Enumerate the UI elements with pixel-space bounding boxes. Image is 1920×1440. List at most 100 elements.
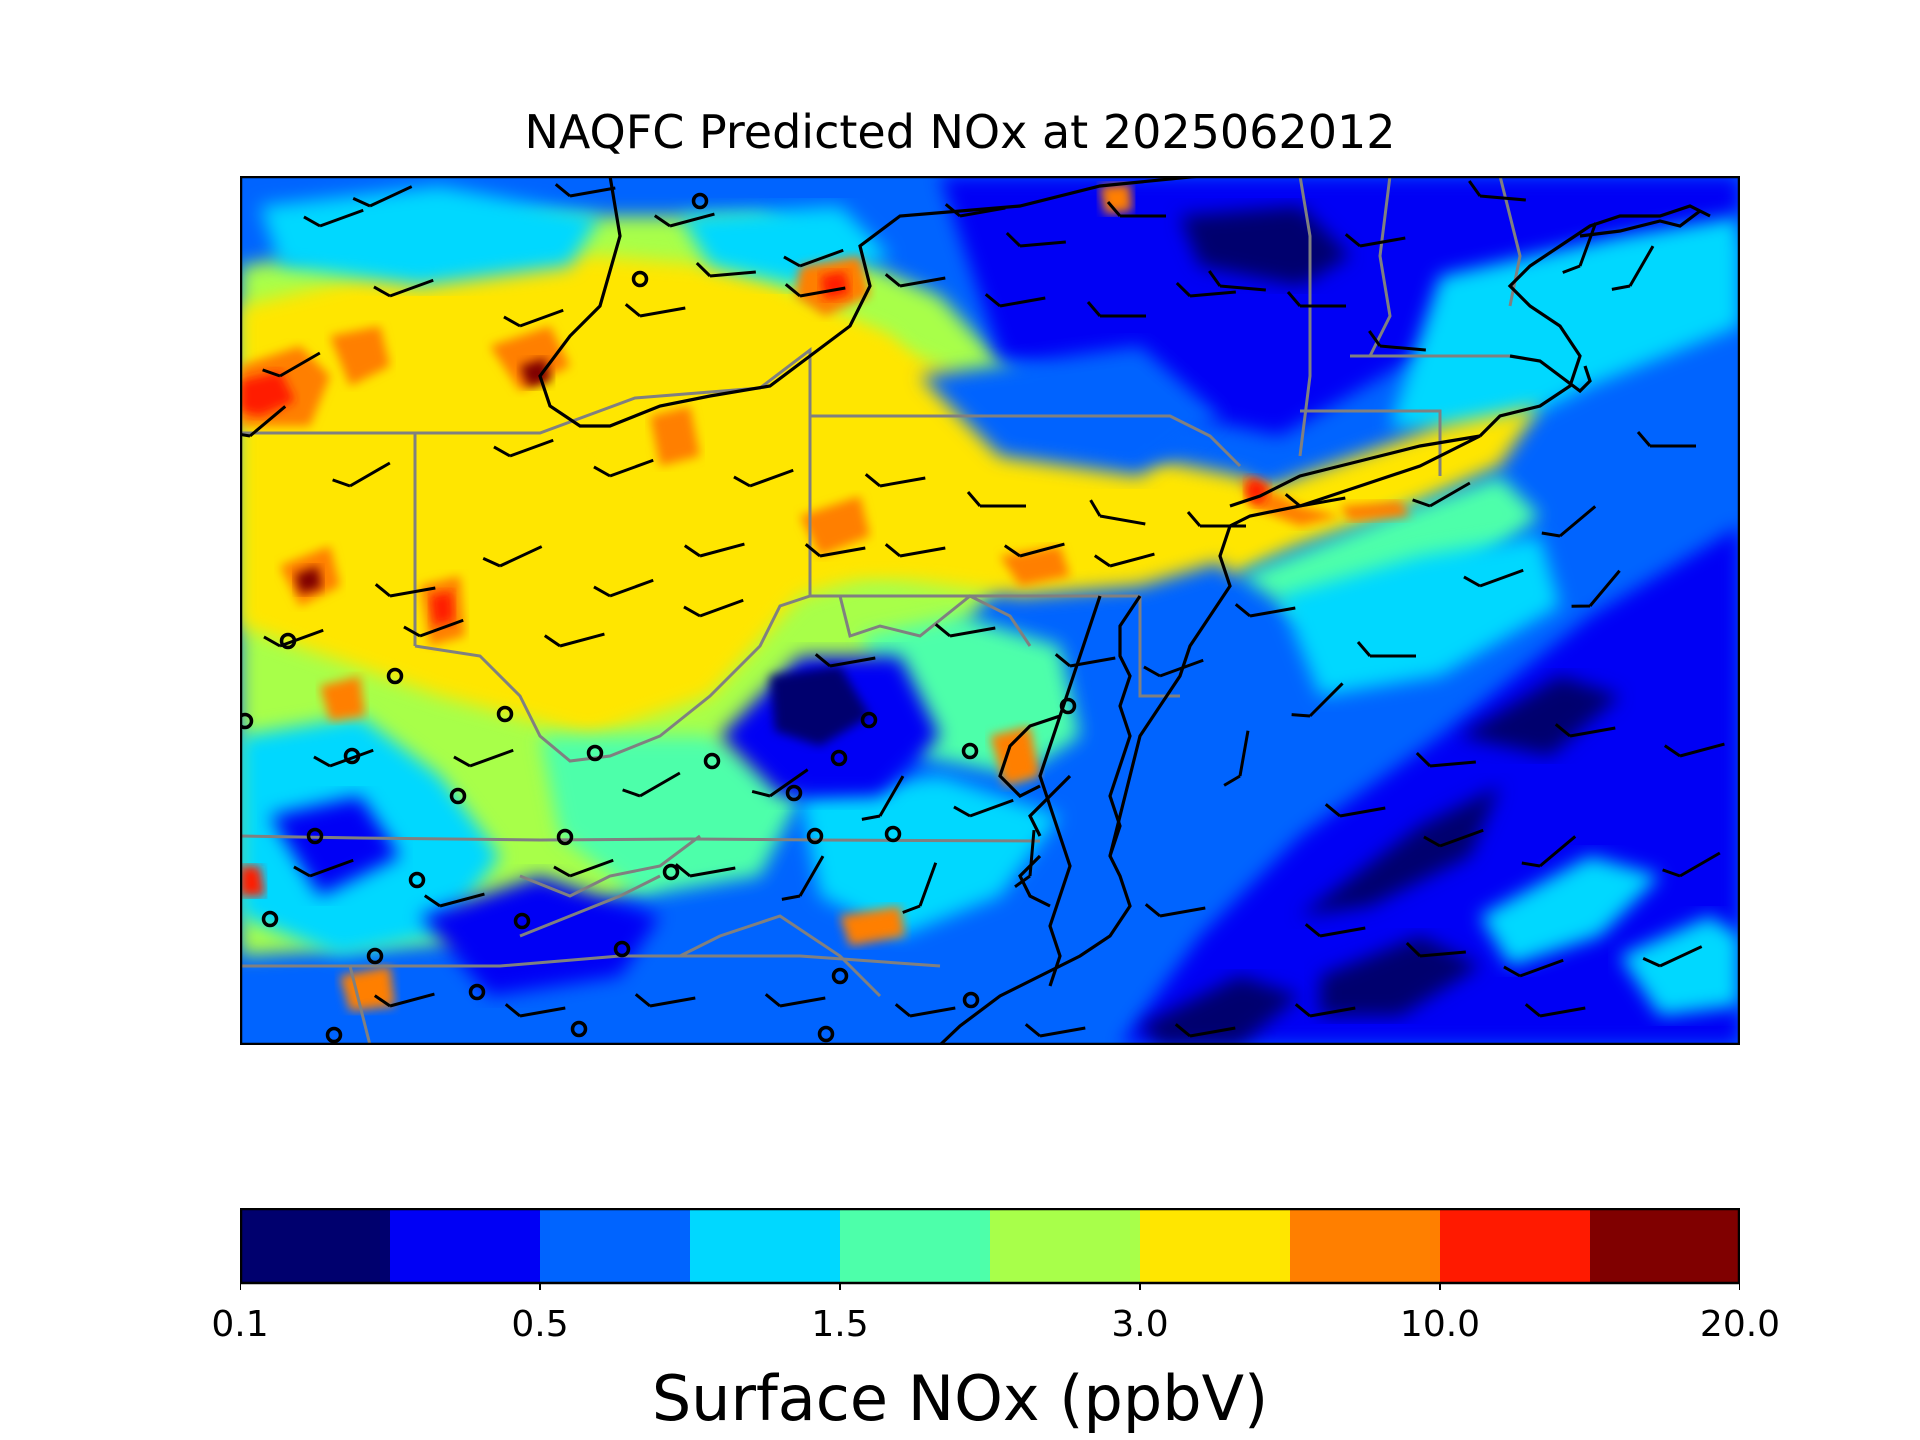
wind-barb (1463, 568, 1524, 588)
wind-barb (764, 993, 826, 1008)
monitor-site-marker (961, 742, 979, 760)
wind-barb (1642, 945, 1703, 968)
wind-barb (423, 892, 485, 908)
monitor-site-marker (806, 827, 824, 845)
state-boundaries (240, 176, 1522, 1045)
colorbar-tick-label: 20.0 (1699, 1304, 1781, 1345)
colorbar-label: Surface NOx (ppbV) (651, 1362, 1269, 1435)
wind-barb (622, 771, 681, 798)
wind-barb (1003, 542, 1065, 558)
wind-barb (1468, 180, 1526, 202)
monitor-site-marker (817, 1025, 835, 1043)
wind-barb (1662, 851, 1721, 878)
wind-barb (674, 863, 736, 878)
monitor-site-marker (343, 747, 361, 765)
wind-barb (934, 623, 996, 638)
wind-barb (902, 862, 938, 914)
chart-title: NAQFC Predicted NOx at 2025062012 (524, 105, 1396, 159)
wind-barb (733, 468, 794, 488)
wind-barb (1024, 1023, 1086, 1038)
wind-barb (1014, 830, 1036, 888)
wind-barb (553, 858, 614, 878)
wind-barb (751, 768, 809, 798)
monitor-site-marker (468, 983, 486, 1001)
wind-barb (262, 351, 321, 378)
wind-barb (1415, 752, 1476, 768)
wind-barb (783, 248, 844, 268)
monitor-site-marker (962, 991, 980, 1009)
wind-barb (1304, 923, 1366, 938)
monitor-site-marker (662, 863, 680, 881)
colorbar-cell (990, 1208, 1141, 1284)
wind-barb (634, 993, 696, 1008)
wind-barb (1423, 828, 1484, 848)
wind-barb (1291, 682, 1344, 718)
wind-barb (624, 303, 686, 318)
colorbar-cell (390, 1208, 541, 1284)
wind-barb (1284, 493, 1346, 508)
wind-barb (1005, 232, 1066, 248)
wind-barb (1405, 942, 1466, 958)
colorbar-tick-label: 0.1 (211, 1304, 269, 1345)
wind-barb (1562, 222, 1598, 274)
wind-barb (1541, 505, 1597, 538)
colorbar-cell (840, 1208, 991, 1284)
monitor-site-marker (785, 784, 803, 802)
wind-barb (332, 461, 391, 488)
wind-barb (781, 855, 825, 901)
monitor-site-marker (408, 871, 426, 889)
colorbar-cells (240, 1208, 1740, 1284)
wind-barb (1208, 270, 1266, 292)
monitor-site-marker (556, 828, 574, 846)
wind-barb (263, 628, 324, 648)
wind-barb (352, 185, 413, 208)
wind-barb (543, 632, 605, 648)
wind-barb (453, 748, 514, 768)
colorbar-cell (1440, 1208, 1591, 1284)
wind-barb (482, 545, 543, 568)
wind-barb (953, 798, 1014, 818)
monitor-site-marker (449, 787, 467, 805)
wind-barb (303, 208, 364, 228)
wind-barb (313, 748, 374, 768)
monitor-site-marker (860, 711, 878, 729)
wind-barb (861, 775, 905, 821)
wind-barb (593, 458, 654, 478)
wind-barb (894, 1003, 956, 1018)
monitor-site-marker (631, 270, 649, 288)
coastlines (538, 176, 1711, 1045)
monitor-site-marker (325, 1026, 343, 1044)
monitor-site-marker (366, 947, 384, 965)
colorbar-tick-label: 1.5 (811, 1304, 869, 1345)
wind-barb (1089, 499, 1146, 526)
wind-barbs (240, 180, 1725, 1038)
colorbar-cell (1590, 1208, 1740, 1284)
map-frame (240, 176, 1740, 1045)
colorbar-tick-label: 0.5 (511, 1304, 569, 1345)
colorbar-cell (1290, 1208, 1441, 1284)
wind-barb (1356, 641, 1416, 658)
wind-barb (1611, 245, 1655, 291)
wind-barb (373, 992, 435, 1008)
wind-barb (504, 1003, 566, 1018)
wind-barb (1524, 1003, 1586, 1018)
wind-barb (374, 583, 436, 598)
monitor-site-marker (240, 712, 254, 730)
wind-barb (984, 293, 1046, 308)
colorbar (240, 1208, 1740, 1290)
colorbar-cell (690, 1208, 841, 1284)
wind-barb (1223, 730, 1250, 787)
monitor-site-marker (613, 940, 631, 958)
wind-barb (1554, 723, 1616, 738)
wind-barb (293, 858, 354, 878)
wind-barb (1521, 835, 1577, 868)
wind-barb (503, 308, 564, 328)
monitor-site-marker (703, 752, 721, 770)
nox-concentration-field (240, 176, 1740, 1045)
monitor-site-marker (386, 667, 404, 685)
wind-barb (593, 578, 654, 598)
monitor-site-marker (496, 705, 514, 723)
colorbar-cell (1140, 1208, 1291, 1284)
wind-barb (1294, 1003, 1356, 1018)
wind-barb (1636, 431, 1696, 448)
